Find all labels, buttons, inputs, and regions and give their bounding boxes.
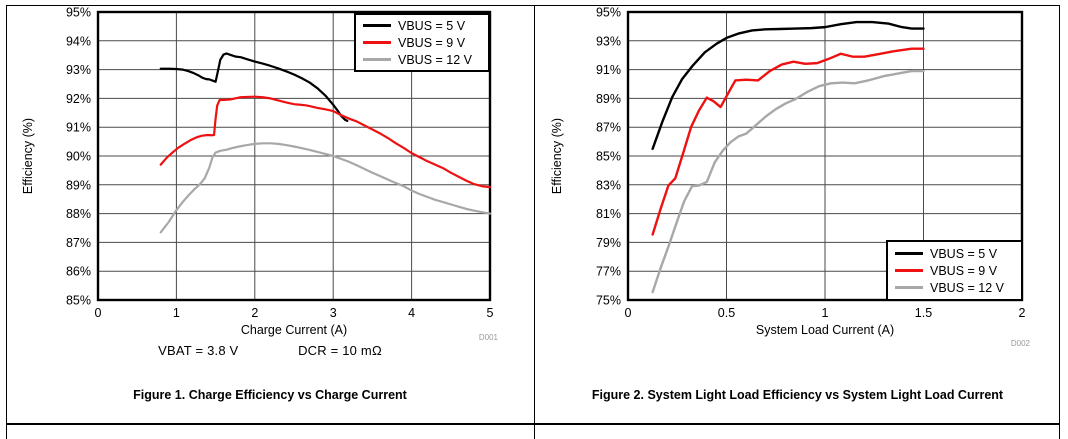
y-axis-tick-label: 93% — [596, 34, 621, 48]
y-axis-tick-label: 90% — [66, 150, 91, 164]
y-axis-title: Efficiency (%) — [21, 118, 35, 194]
y-axis-tick-label: 95% — [66, 6, 91, 20]
figure-2-cell: 75% 77% 79% 81% 83% 85% 87% 89% 91% 93% 95% 0 0.5 1 1.… — [535, 5, 1060, 424]
x-axis-tick-label: 1 — [822, 306, 829, 320]
figure-1-caption: Figure 1. Charge Efficiency vs Charge Cu… — [133, 388, 407, 402]
table-column-divider — [534, 5, 535, 424]
x-axis-tick-label: 0 — [625, 306, 632, 320]
x-axis-tick-label: 0 — [95, 306, 102, 320]
x-axis-title: System Load Current (A) — [756, 323, 894, 337]
chart-watermark: D001 — [479, 333, 499, 342]
y-axis-tick-label: 85% — [66, 294, 91, 308]
x-axis-title: Charge Current (A) — [241, 323, 347, 337]
legend-label-2: VBUS = 12 V — [398, 53, 473, 67]
y-axis-tick-label: 88% — [66, 207, 91, 221]
legend-label-0: VBUS = 5 V — [398, 19, 466, 33]
chart-watermark: D002 — [1011, 339, 1031, 348]
y-axis-tick-label: 79% — [596, 236, 621, 250]
y-axis-title: Efficiency (%) — [550, 118, 564, 194]
y-axis-tick-label: 87% — [596, 121, 621, 135]
figure-1-cell: 85% 86% 87% 88% 89% 90% 91% 92% 93% 94% 95% 0 1 2 3 4 5 C… — [6, 5, 534, 424]
legend-label-1: VBUS = 9 V — [930, 264, 998, 278]
y-axis-tick-label: 92% — [66, 92, 91, 106]
figure-2-caption: Figure 2. System Light Load Efficiency v… — [591, 388, 1004, 402]
condition-vbat: VBAT = 3.8 V — [158, 343, 239, 358]
y-axis-tick-label: 85% — [596, 150, 621, 164]
x-axis-tick-label: 1.5 — [915, 306, 932, 320]
table-row-divider — [6, 424, 1060, 425]
y-axis-tick-label: 94% — [66, 34, 91, 48]
y-axis-tick-label: 93% — [66, 63, 91, 77]
series-line-2 — [651, 69, 925, 294]
figure-1-chart: 85% 86% 87% 88% 89% 90% 91% 92% 93% 94% 95% 0 1 2 3 4 5 C… — [21, 6, 499, 343]
series-line-1 — [651, 47, 925, 236]
plot-area-border — [626, 10, 1024, 302]
table-bottom-row — [6, 424, 1060, 439]
figure-1-conditions: VBAT = 3.8 V DCR = 10 mΩ — [6, 343, 534, 358]
x-axis-tick-label: 5 — [487, 306, 494, 320]
series-line-1 — [159, 95, 492, 189]
x-axis-tick-label: 0.5 — [718, 306, 735, 320]
series-line-0 — [651, 20, 925, 151]
figure-2-chart: 75% 77% 79% 81% 83% 85% 87% 89% 91% 93% 95% 0 0.5 1 1.… — [550, 6, 1031, 349]
y-axis-tick-label: 91% — [66, 121, 91, 135]
x-axis-tick-label: 2 — [251, 306, 258, 320]
y-axis-tick-label: 89% — [66, 178, 91, 192]
x-axis-tick-label: 4 — [408, 306, 415, 320]
x-axis-tick-label: 2 — [1019, 306, 1026, 320]
legend-label-2: VBUS = 12 V — [930, 281, 1005, 295]
legend-label-1: VBUS = 9 V — [398, 36, 466, 50]
x-axis-tick-label: 3 — [330, 306, 337, 320]
y-axis-tick-label: 75% — [596, 294, 621, 308]
condition-dcr: DCR = 10 mΩ — [298, 343, 382, 358]
y-axis-tick-label: 77% — [596, 265, 621, 279]
legend-label-0: VBUS = 5 V — [930, 247, 998, 261]
series-line-2 — [159, 142, 492, 234]
y-axis-tick-label: 83% — [596, 178, 621, 192]
y-axis-tick-label: 86% — [66, 265, 91, 279]
y-axis-tick-label: 87% — [66, 236, 91, 250]
table-bottom-column-divider — [534, 424, 535, 439]
y-axis-tick-label: 95% — [596, 6, 621, 20]
x-axis-tick-label: 1 — [173, 306, 180, 320]
plot-area-border — [96, 10, 492, 302]
y-axis-tick-label: 91% — [596, 63, 621, 77]
y-axis-tick-label: 89% — [596, 92, 621, 106]
table-frame — [6, 5, 1060, 424]
series-line-0 — [159, 52, 349, 122]
y-axis-tick-label: 81% — [596, 207, 621, 221]
